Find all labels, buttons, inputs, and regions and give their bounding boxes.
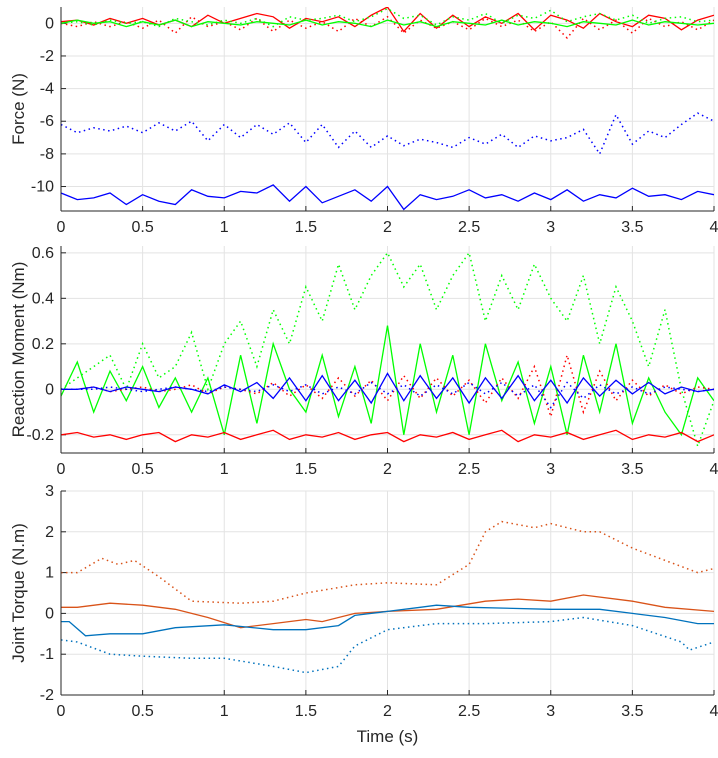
x-tick-label: 1.5 — [295, 461, 317, 478]
series-line-6-dotted — [61, 381, 714, 409]
x-tick-label: 2.5 — [458, 219, 480, 236]
subplot-2: 0 0.5 1 1.5 2 2.5 3 3.5 40.60.40.20-0.2Reaction … — [9, 245, 718, 478]
x-tick-label: 3 — [546, 461, 555, 478]
y-tick-label: 0 — [45, 381, 54, 398]
x-tick-label: 0 — [57, 219, 66, 236]
y-tick-label: -0.2 — [26, 427, 54, 444]
series-line-2-solid — [61, 325, 714, 437]
y-tick-label: -6 — [40, 113, 54, 130]
y-tick-label: 0.6 — [32, 245, 54, 262]
subplot-1: 0 0.5 1 1.5 2 2.5 3 3.5 4 0 -2 -4 -6 -8 -10 Force (N) — [9, 7, 718, 236]
y-tick-label: 0 — [45, 15, 54, 32]
x-tick-label: 0.5 — [132, 703, 154, 720]
y-tick-label: 0.4 — [32, 290, 54, 307]
series-line-5-solid — [61, 372, 714, 405]
subplot-3: 0 0.5 1 1.5 2 2.5 3 3.5 4 3 2 1 0 -1 -2 Joint Torque (N… — [9, 483, 718, 746]
x-axis-label: Time (s) — [357, 727, 419, 746]
series-line-1-dotted — [61, 251, 714, 449]
series-line-3-solid — [61, 429, 714, 443]
y-tick-label: -2 — [40, 48, 54, 65]
x-tick-label: 1 — [220, 703, 229, 720]
series-line-6-solid — [61, 184, 714, 211]
y-axis-label: Reaction Moment (Nm) — [9, 262, 28, 438]
series-line-3-solid — [61, 19, 714, 28]
x-tick-label: 1.5 — [295, 219, 317, 236]
y-tick-label: 2 — [45, 524, 54, 541]
series-line-3-solid — [61, 604, 714, 637]
x-tick-label: 1 — [220, 219, 229, 236]
x-tick-label: 0.5 — [132, 219, 154, 236]
y-tick-label: 0.2 — [32, 336, 54, 353]
x-tick-label: 2.5 — [458, 461, 480, 478]
y-tick-label: -10 — [31, 179, 54, 196]
y-tick-label: -1 — [40, 646, 54, 663]
y-tick-label: -2 — [40, 687, 54, 704]
y-tick-label: 0 — [45, 605, 54, 622]
x-tick-label: 3 — [546, 703, 555, 720]
series-line-4-dotted — [61, 7, 714, 28]
y-axis-label: Joint Torque (N.m) — [9, 523, 28, 663]
x-tick-label: 1 — [220, 461, 229, 478]
x-tick-label: 3 — [546, 219, 555, 236]
y-tick-label: -8 — [40, 146, 54, 163]
y-tick-label: 1 — [45, 565, 54, 582]
x-tick-label: 2 — [383, 219, 392, 236]
x-tick-label: 3.5 — [621, 703, 643, 720]
series-line-2-dotted — [61, 15, 714, 40]
x-tick-label: 4 — [710, 461, 718, 478]
x-tick-label: 3.5 — [621, 219, 643, 236]
x-tick-label: 2 — [383, 461, 392, 478]
series-line-1-dotted — [61, 520, 714, 604]
x-tick-label: 2 — [383, 703, 392, 720]
x-tick-label: 0.5 — [132, 461, 154, 478]
x-tick-label: 1.5 — [295, 703, 317, 720]
y-axis-label: Force (N) — [9, 73, 28, 145]
x-tick-label: 2.5 — [458, 703, 480, 720]
series-line-5-dotted — [61, 112, 714, 156]
x-tick-label: 4 — [710, 219, 718, 236]
x-tick-label: 4 — [710, 703, 718, 720]
x-tick-label: 3.5 — [621, 461, 643, 478]
series-line-2-solid — [61, 594, 714, 629]
series-line-4-dotted — [61, 616, 714, 674]
series-line-4-dotted — [61, 352, 714, 420]
x-tick-label: 0 — [57, 703, 66, 720]
x-tick-label: 0 — [57, 461, 66, 478]
y-tick-label: -4 — [40, 81, 54, 98]
y-tick-label: 3 — [45, 483, 54, 500]
